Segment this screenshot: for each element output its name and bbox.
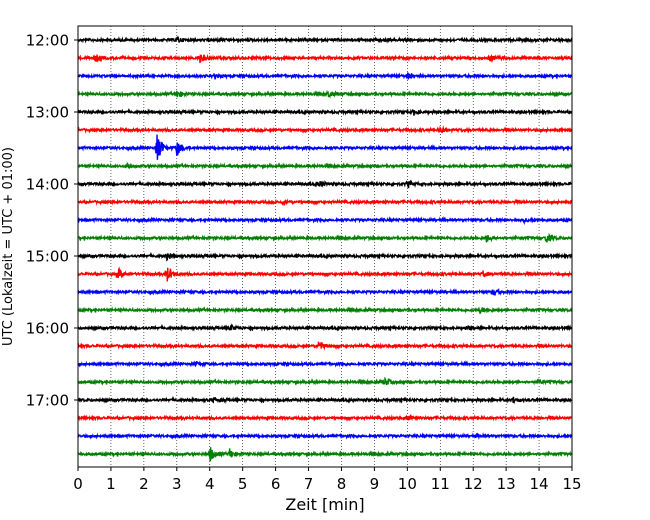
trace-1330 — [77, 134, 573, 160]
x-tick-label-0: 0 — [73, 475, 83, 493]
trace-1400 — [77, 179, 573, 189]
x-tick-label-15: 15 — [562, 475, 581, 493]
x-tick-label-6: 6 — [271, 475, 281, 493]
trace-1700 — [77, 396, 573, 405]
trace-1215 — [77, 53, 573, 64]
x-tick-label-8: 8 — [337, 475, 347, 493]
trace-1730 — [77, 432, 573, 441]
trace-1245 — [77, 89, 573, 99]
x-tick-label-4: 4 — [205, 475, 215, 493]
y-axis-label: UTC (Lokalzeit = UTC + 01:00) — [1, 147, 16, 346]
trace-1230 — [77, 72, 573, 81]
trace-1645 — [77, 376, 573, 386]
y-tick-label-1200: 12:00 — [26, 32, 69, 50]
trace-1600 — [77, 323, 573, 332]
trace-1515 — [77, 266, 573, 282]
y-tick-label-1400: 14:00 — [26, 176, 69, 194]
trace-layer — [77, 35, 573, 462]
trace-1715 — [77, 414, 573, 422]
x-tick-label-2: 2 — [139, 475, 149, 493]
x-tick-label-1: 1 — [106, 475, 116, 493]
x-tick-label-13: 13 — [497, 475, 516, 493]
x-tick-label-10: 10 — [398, 475, 417, 493]
x-tick-label-14: 14 — [530, 475, 549, 493]
x-tick-label-9: 9 — [370, 475, 380, 493]
y-tick-label-1700: 17:00 — [26, 392, 69, 410]
y-tick-label-1600: 16:00 — [26, 320, 69, 338]
trace-1345 — [77, 162, 573, 170]
trace-1300 — [77, 108, 573, 116]
trace-1630 — [77, 360, 573, 368]
x-tick-label-7: 7 — [304, 475, 314, 493]
trace-1745 — [77, 447, 573, 462]
x-tick-label-5: 5 — [238, 475, 248, 493]
trace-1615 — [77, 341, 573, 351]
plot-frame — [77, 25, 573, 468]
trace-1315 — [77, 125, 573, 134]
trace-1200 — [77, 35, 573, 44]
trace-1545 — [77, 306, 573, 314]
y-tick-label-1500: 15:00 — [26, 248, 69, 266]
trace-1415 — [77, 198, 573, 207]
x-tick-label-12: 12 — [464, 475, 483, 493]
trace-1530 — [77, 287, 573, 297]
x-axis-label: Zeit [min] — [285, 495, 364, 514]
tick-layer: 0 1 2 3 4 5 6 7 8 9 10 11 12 13 14 1512:0013:0014:0015:… — [26, 32, 582, 494]
y-tick-label-1300: 13:00 — [26, 104, 69, 122]
trace-1445 — [77, 232, 573, 243]
x-tick-label-3: 3 — [172, 475, 182, 493]
trace-1500 — [77, 252, 573, 262]
x-tick-label-11: 11 — [431, 475, 450, 493]
trace-1430 — [77, 216, 573, 225]
